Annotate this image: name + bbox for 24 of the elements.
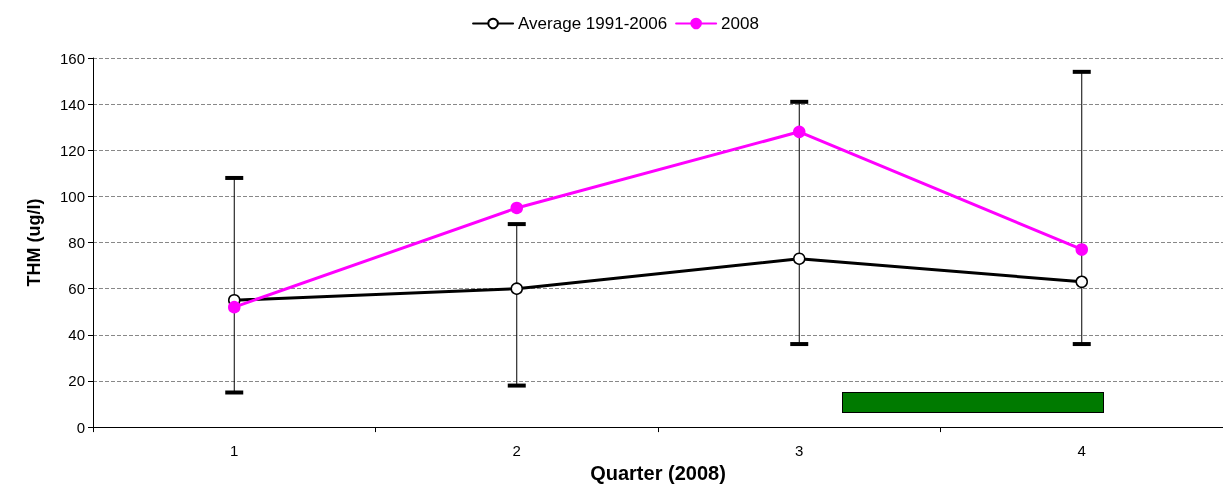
y-tick-label: 120 xyxy=(59,141,85,159)
point xyxy=(228,300,241,314)
y-tick-label: 40 xyxy=(68,326,85,344)
x-axis-title: Quarter (2008) xyxy=(590,462,726,484)
y-tick-label: 140 xyxy=(59,95,85,113)
x-tick-label: 2 xyxy=(512,442,521,460)
y-tick-label: 160 xyxy=(59,49,85,67)
point xyxy=(510,201,523,215)
x-tick-label: 4 xyxy=(1077,442,1086,460)
y-axis-title: THM (ug/l) xyxy=(24,198,44,287)
y-tick-label: 100 xyxy=(59,187,85,205)
point xyxy=(1075,275,1088,289)
point xyxy=(1075,243,1088,256)
y-tick-label: 60 xyxy=(68,280,85,298)
point xyxy=(510,282,523,295)
legend-label: Average 1991-2006 xyxy=(518,14,668,33)
y-tick-label: 20 xyxy=(68,372,85,390)
legend-label: 2008 xyxy=(721,14,759,33)
y-tick-label: 0 xyxy=(76,418,85,436)
y-tick-label: 80 xyxy=(68,234,85,252)
point xyxy=(793,125,806,139)
x-tick-label: 1 xyxy=(230,442,239,460)
x-tick-label: 3 xyxy=(795,442,804,460)
point xyxy=(793,252,806,265)
